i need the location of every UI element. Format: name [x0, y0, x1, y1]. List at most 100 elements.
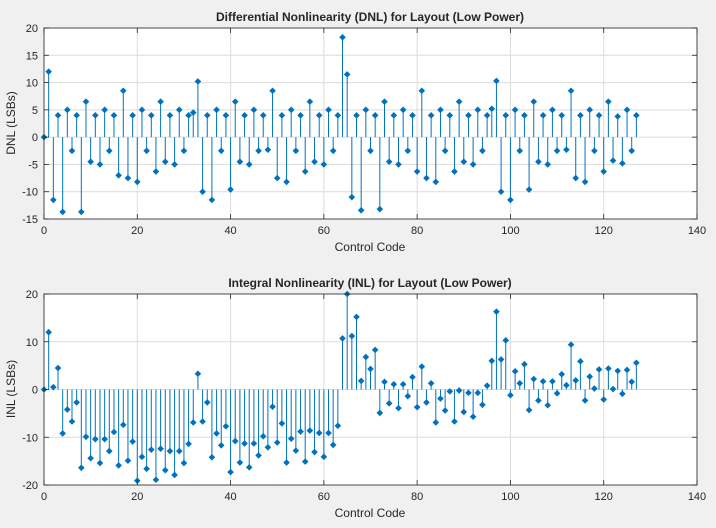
inl-point	[217, 442, 225, 449]
inl-point	[334, 422, 342, 430]
dnl-point	[614, 113, 622, 120]
dnl-x-tick-label: 60	[318, 225, 330, 237]
dnl-point	[567, 87, 575, 95]
dnl-point	[217, 147, 225, 155]
dnl-point	[96, 161, 104, 168]
inl-point	[82, 433, 90, 441]
dnl-point	[441, 147, 449, 155]
dnl-point	[147, 112, 155, 119]
inl-markers	[40, 290, 640, 485]
dnl-point	[558, 112, 566, 119]
inl-chart-title: Integral Nonlinearity (INL) for Layout (…	[228, 276, 511, 290]
inl-point	[157, 445, 164, 453]
inl-point	[59, 430, 66, 437]
inl-point	[353, 313, 360, 321]
dnl-y-tick-label: 5	[32, 105, 38, 117]
dnl-point	[119, 87, 127, 95]
dnl-point	[213, 106, 220, 114]
inl-y-tick-label: 10	[26, 337, 38, 349]
inl-point	[124, 457, 132, 464]
dnl-point	[521, 112, 528, 119]
dnl-point	[390, 112, 398, 119]
dnl-point	[474, 106, 482, 114]
inl-point	[586, 373, 594, 380]
inl-point	[152, 476, 160, 484]
dnl-point	[516, 147, 524, 155]
dnl-point	[45, 68, 52, 75]
dnl-point	[586, 106, 594, 114]
inl-point	[199, 418, 206, 425]
inl-point	[115, 462, 122, 469]
dnl-point	[180, 147, 188, 155]
inl-point	[227, 468, 234, 476]
inl-point	[535, 397, 542, 404]
dnl-point	[530, 98, 538, 105]
inl-point	[348, 332, 356, 340]
inl-point	[166, 447, 174, 455]
inl-point	[371, 346, 379, 354]
inl-point	[581, 397, 589, 404]
dnl-point	[563, 146, 570, 153]
dnl-point	[423, 174, 430, 182]
dnl-x-tick-label: 40	[224, 225, 236, 237]
inl-point	[301, 458, 309, 465]
dnl-point	[577, 112, 584, 119]
inl-point	[628, 378, 635, 386]
dnl-point	[469, 161, 477, 168]
dnl-point	[339, 33, 346, 41]
dnl-point	[231, 98, 239, 105]
dnl-point	[619, 160, 626, 167]
inl-point	[441, 407, 449, 414]
dnl-point	[409, 112, 416, 119]
dnl-point	[306, 98, 314, 105]
dnl-point	[525, 186, 533, 193]
inl-x-tick-label: 60	[318, 491, 330, 503]
inl-point	[110, 428, 118, 436]
dnl-axes-frame	[43, 27, 698, 220]
dnl-point	[161, 158, 169, 165]
dnl-y-tick-label: -10	[22, 187, 38, 199]
dnl-point	[245, 161, 253, 168]
dnl-point	[553, 147, 561, 155]
dnl-point	[479, 147, 486, 155]
dnl-point	[376, 205, 384, 213]
dnl-y-tick-label: -5	[28, 159, 38, 171]
inl-point	[413, 403, 421, 411]
inl-point	[600, 396, 608, 403]
dnl-point	[633, 112, 640, 119]
inl-point	[399, 380, 407, 388]
inl-point	[385, 400, 393, 407]
inl-point	[283, 459, 290, 466]
inl-point	[78, 464, 85, 472]
inl-point	[306, 427, 314, 434]
inl-point	[325, 429, 332, 437]
inl-point	[45, 328, 52, 336]
dnl-y-tick-label: 0	[32, 132, 38, 144]
inl-point	[315, 429, 323, 437]
dnl-point	[455, 98, 463, 105]
inl-y-tick-label: 20	[26, 289, 38, 301]
inl-point	[138, 453, 146, 461]
inl-point	[50, 383, 57, 391]
dnl-x-tick-label: 100	[501, 225, 519, 237]
inl-point	[474, 389, 482, 397]
inl-x-tick-label: 80	[411, 491, 423, 503]
inl-point	[147, 446, 155, 453]
inl-point	[465, 389, 472, 397]
inl-x-tick-label: 140	[688, 491, 706, 503]
dnl-point	[628, 147, 635, 155]
dnl-x-tick-label: 120	[595, 225, 613, 237]
dnl-point	[208, 196, 216, 204]
inl-point	[194, 370, 202, 378]
inl-point	[511, 368, 519, 375]
dnl-point	[446, 112, 454, 119]
inl-point	[185, 440, 192, 448]
inl-point	[544, 401, 552, 409]
dnl-point	[175, 106, 183, 114]
dnl-point	[101, 106, 108, 114]
dnl-point	[497, 188, 505, 196]
dnl-point	[283, 178, 290, 186]
dnl-point	[502, 112, 510, 119]
dnl-point	[325, 106, 332, 114]
dnl-chart-title: Differential Nonlinearity (DNL) for Layo…	[216, 10, 524, 24]
